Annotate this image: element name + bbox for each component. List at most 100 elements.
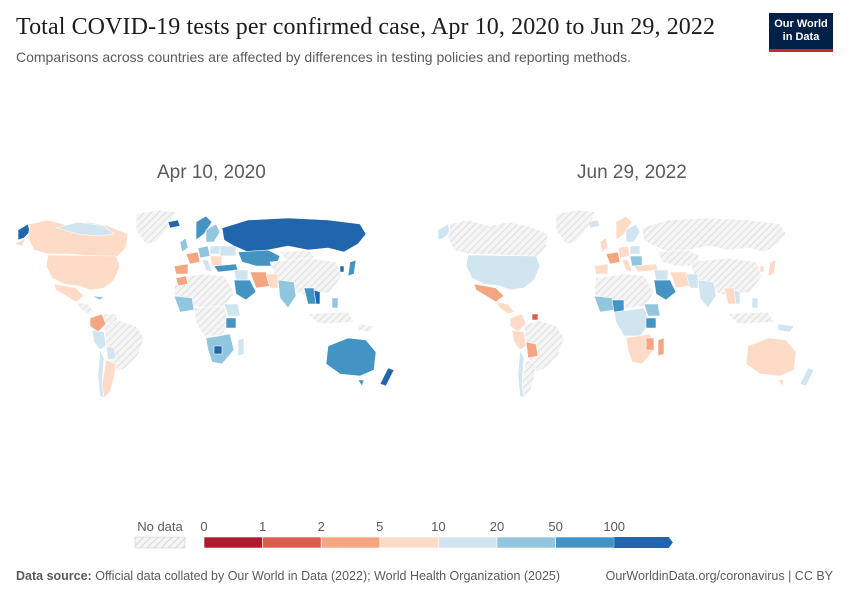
papua-new-guinea[interactable]: [357, 323, 375, 333]
korea[interactable]: [759, 265, 765, 273]
korea[interactable]: [339, 265, 345, 273]
sweden-finland[interactable]: [205, 223, 221, 243]
mexico[interactable]: [473, 283, 505, 303]
balkans[interactable]: [629, 255, 643, 267]
japan[interactable]: [347, 259, 357, 277]
sweden-finland[interactable]: [625, 223, 641, 243]
peru[interactable]: [511, 329, 527, 351]
vietnam[interactable]: [733, 289, 741, 305]
poland[interactable]: [629, 245, 641, 255]
cuba[interactable]: [91, 295, 105, 301]
australia[interactable]: [325, 337, 377, 377]
colombia[interactable]: [89, 313, 107, 333]
nigeria[interactable]: [611, 299, 625, 313]
russia[interactable]: [221, 217, 367, 253]
central-africa[interactable]: [193, 305, 231, 337]
bolivia[interactable]: [105, 345, 117, 361]
world-map-apr-2020[interactable]: [8, 200, 418, 410]
tasmania[interactable]: [357, 379, 365, 387]
madagascar[interactable]: [237, 337, 245, 357]
color-legend[interactable]: No data 0 1 2 5 10 20 50 100: [130, 515, 690, 555]
germany[interactable]: [617, 245, 631, 259]
legend-no-data-swatch[interactable]: [134, 536, 186, 549]
central-america[interactable]: [495, 301, 515, 315]
iceland[interactable]: [167, 219, 181, 229]
iraq-syria[interactable]: [233, 269, 249, 281]
france[interactable]: [605, 251, 621, 265]
peru[interactable]: [91, 329, 107, 351]
canada[interactable]: [447, 219, 549, 259]
tasmania[interactable]: [777, 379, 785, 387]
ethiopia[interactable]: [643, 303, 661, 317]
germany[interactable]: [197, 245, 211, 259]
indonesia[interactable]: [307, 311, 355, 325]
philippines[interactable]: [751, 297, 759, 309]
greenland[interactable]: [135, 209, 177, 245]
india[interactable]: [277, 279, 297, 309]
legend-bin-2[interactable]: [320, 536, 381, 549]
morocco[interactable]: [175, 275, 189, 287]
saudi-arabia[interactable]: [653, 279, 677, 301]
saudi-arabia[interactable]: [233, 279, 257, 301]
poland[interactable]: [209, 245, 221, 255]
balkans[interactable]: [209, 255, 223, 267]
russia[interactable]: [641, 217, 787, 253]
west-africa[interactable]: [173, 295, 195, 313]
argentina[interactable]: [101, 359, 117, 399]
norway[interactable]: [615, 215, 633, 241]
kenya[interactable]: [225, 317, 237, 329]
iraq-syria[interactable]: [653, 269, 669, 281]
australia[interactable]: [745, 337, 797, 377]
philippines[interactable]: [331, 297, 339, 309]
legend-bin-4[interactable]: [438, 536, 498, 549]
legend-bin-7[interactable]: [614, 537, 673, 548]
central-africa[interactable]: [613, 307, 651, 337]
chile[interactable]: [517, 349, 525, 399]
kenya[interactable]: [645, 317, 657, 329]
world-map-jun-2022[interactable]: [428, 200, 838, 410]
usa[interactable]: [465, 254, 541, 291]
japan[interactable]: [767, 259, 777, 277]
central-america[interactable]: [75, 301, 95, 315]
alaska[interactable]: [437, 223, 451, 241]
france[interactable]: [185, 251, 201, 265]
west-africa[interactable]: [593, 295, 615, 313]
legend-bin-6[interactable]: [555, 536, 615, 549]
italy[interactable]: [621, 259, 633, 273]
footer-url[interactable]: OurWorldinData.org/coronavirus | CC BY: [605, 569, 833, 583]
uk[interactable]: [179, 237, 189, 253]
norway[interactable]: [195, 215, 213, 241]
indonesia[interactable]: [727, 311, 775, 325]
legend-bin-5[interactable]: [496, 536, 556, 549]
india[interactable]: [697, 279, 717, 309]
chile[interactable]: [97, 349, 105, 399]
ethiopia[interactable]: [223, 303, 241, 317]
venezuela[interactable]: [531, 313, 539, 321]
madagascar[interactable]: [657, 337, 665, 357]
colombia[interactable]: [509, 313, 527, 333]
vietnam[interactable]: [313, 289, 321, 305]
ukraine[interactable]: [219, 245, 237, 257]
argentina[interactable]: [521, 359, 537, 399]
alaska-tail[interactable]: [13, 237, 27, 247]
spain[interactable]: [173, 263, 189, 275]
greenland[interactable]: [555, 209, 597, 245]
spain[interactable]: [593, 263, 609, 275]
owid-logo[interactable]: Our World in Data: [769, 13, 833, 52]
iceland[interactable]: [587, 219, 601, 229]
papua-new-guinea[interactable]: [777, 323, 795, 333]
legend-bin-0[interactable]: [203, 536, 263, 549]
italy[interactable]: [201, 259, 213, 273]
usa[interactable]: [45, 254, 121, 291]
legend-bin-1[interactable]: [262, 536, 322, 549]
uk[interactable]: [599, 237, 609, 253]
new-zealand[interactable]: [799, 367, 815, 387]
botswana[interactable]: [213, 345, 223, 355]
bolivia[interactable]: [525, 341, 539, 359]
pakistan[interactable]: [265, 273, 279, 289]
pakistan[interactable]: [685, 273, 699, 289]
canada-north[interactable]: [55, 221, 115, 237]
mozambique[interactable]: [645, 337, 655, 351]
alaska[interactable]: [17, 223, 31, 241]
new-zealand[interactable]: [379, 367, 395, 387]
